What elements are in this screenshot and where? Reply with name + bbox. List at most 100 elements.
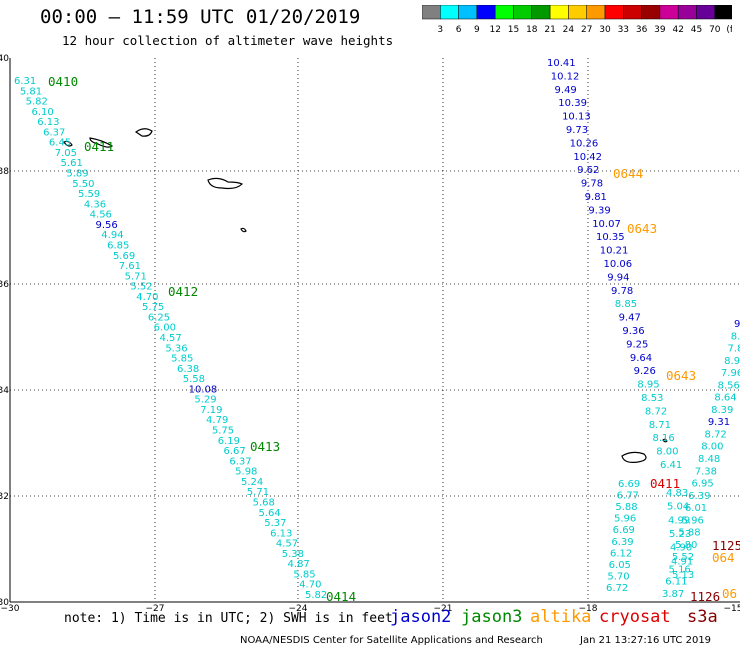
track-label-jason3_0412: 0412 — [168, 284, 198, 299]
swh-value-west: 5.89 — [66, 169, 88, 180]
color-scale-label: 9 — [474, 25, 480, 35]
swh-value-s3a: 8.72 — [705, 429, 727, 440]
track-label-jason3_0410: 0410 — [48, 74, 78, 89]
y-tick-label: 30 — [0, 598, 9, 608]
color-scale-label: 3 — [437, 25, 443, 35]
track-label-altika_0643b: 0643 — [666, 368, 696, 383]
swh-value-southeast: 6.69 — [613, 525, 635, 536]
color-scale-label: 12 — [489, 25, 500, 35]
swh-value-west: 6.13 — [37, 117, 59, 128]
swh-value-west: 4.70 — [136, 292, 158, 303]
legend-jason3: jason3 — [461, 607, 523, 627]
swh-value-southeast: 5.88 — [615, 502, 637, 513]
swh-value-east: 9.78 — [581, 179, 603, 190]
swh-value-east: 9.39 — [588, 205, 610, 216]
map-subtitle: 12 hour collection of altimeter wave hei… — [62, 33, 394, 48]
legend-altika: altika — [530, 607, 592, 627]
swh-value-east: 10.12 — [551, 71, 580, 82]
swh-value-s3a: 9.31 — [708, 417, 730, 428]
color-scale-label: 30 — [599, 25, 611, 35]
y-tick-label: 38 — [0, 167, 9, 177]
swh-value-s3a: 3.87 — [662, 589, 684, 600]
swh-value-s3a: 8.00 — [701, 442, 723, 453]
swh-value-west: 5.36 — [165, 343, 187, 354]
axis-ticks: −30 −27 −24 −21 −18 −15 40 38 36 34 32 30 — [0, 54, 740, 614]
swh-value-west: 5.69 — [113, 251, 135, 262]
swh-value-east: 9.36 — [622, 326, 644, 337]
swh-value-west: 5.71 — [125, 271, 147, 282]
swh-value-west: 7.61 — [119, 261, 141, 272]
swh-value-west: 4.57 — [160, 333, 182, 344]
swh-value-southeast: 6.69 — [618, 479, 640, 490]
swh-value-southeast: 6.77 — [617, 491, 639, 502]
map-grid — [10, 58, 740, 602]
track-label-s3a_1125: 1125 — [712, 538, 740, 553]
swh-labels: 6.315.815.826.106.136.376.457.055.615.89… — [14, 58, 740, 601]
swh-value-west: 6.13 — [270, 528, 292, 539]
swh-value-east: 9.64 — [630, 353, 652, 364]
swh-value-east: 9.94 — [607, 272, 629, 283]
swh-value-southeast: 5.70 — [607, 571, 629, 582]
swh-value-west: 5.85 — [171, 354, 193, 365]
swh-value-east: 8.85 — [615, 299, 637, 310]
swh-value-s3a: 8.39 — [711, 405, 733, 416]
swh-value-west: 6.10 — [31, 107, 53, 118]
swh-value-s3a: 8.48 — [698, 454, 720, 465]
swh-value-s3a: 6.95 — [691, 479, 713, 490]
swh-value-west: 5.52 — [130, 282, 152, 293]
legend-jason2: jason2 — [390, 607, 452, 627]
x-tick-label: −21 — [434, 604, 453, 614]
swh-value-east: 10.07 — [592, 219, 621, 230]
swh-value-s3a: 5.80 — [675, 540, 697, 551]
swh-value-east: 9.25 — [626, 339, 648, 350]
track-label-cryosat_0411: 0411 — [650, 476, 680, 491]
footer-credit: NOAA/NESDIS Center for Satellite Applica… — [240, 635, 543, 646]
swh-value-east: 10.06 — [604, 259, 633, 270]
swh-value-west: 5.81 — [20, 86, 42, 97]
swh-value-west: 5.24 — [241, 477, 263, 488]
footer-date: Jan 21 13:27:16 UTC 2019 — [580, 635, 712, 646]
swh-value-west: 6.67 — [224, 446, 246, 457]
color-scale-label: 21 — [544, 25, 555, 35]
swh-value-west: 6.38 — [177, 364, 199, 375]
swh-value-s3a: 7.96 — [721, 368, 740, 379]
swh-value-west: 6.85 — [107, 240, 129, 251]
y-tick-label: 34 — [0, 386, 9, 396]
legend-cryosat: cryosat — [599, 607, 671, 627]
x-tick-label: −15 — [724, 604, 740, 614]
swh-value-east: 10.26 — [570, 138, 599, 149]
swh-value-west: 5.82 — [26, 97, 48, 108]
track-label-altika_064x: 064 — [712, 550, 735, 565]
swh-value-east: 9.49 — [555, 85, 577, 96]
y-tick-label: 36 — [0, 280, 9, 290]
swh-value-west: 5.64 — [258, 508, 280, 519]
swh-value-west: 4.57 — [276, 539, 298, 550]
swh-value-east: 6.41 — [660, 460, 682, 471]
swh-value-s3a: 5.88 — [678, 528, 700, 539]
swh-value-west: 5.82 — [305, 590, 327, 601]
color-scale-label: 36 — [636, 25, 648, 35]
swh-value-west: 5.50 — [72, 179, 94, 190]
swh-value-east: 8.71 — [649, 420, 671, 431]
swh-value-s3a: 7.38 — [695, 466, 717, 477]
swh-value-s3a: 5.16 — [669, 564, 691, 575]
swh-value-southeast: 6.12 — [610, 548, 632, 559]
swh-value-s3a: 5.52 — [672, 552, 694, 563]
swh-value-west: 6.37 — [229, 456, 251, 467]
swh-value-s3a: 7.8 — [727, 344, 740, 355]
swh-value-east: 10.39 — [558, 98, 587, 109]
swh-value-west: 6.25 — [148, 312, 170, 323]
island-outline — [89, 137, 114, 148]
swh-value-east: 9.62 — [577, 165, 599, 176]
swh-value-cryosat: 4.90 — [670, 543, 692, 554]
color-scale-label: 33 — [618, 25, 629, 35]
swh-value-east: 8.53 — [641, 393, 663, 404]
swh-value-s3a: 6.01 — [685, 503, 707, 514]
swh-value-west: 4.36 — [84, 199, 106, 210]
map-title: 00:00 – 11:59 UTC 01/20/2019 — [40, 6, 361, 28]
swh-value-west: 5.68 — [253, 497, 275, 508]
map-frame — [9, 58, 740, 603]
track-label-jason3_0413: 0413 — [250, 439, 280, 454]
swh-value-east: 10.42 — [573, 152, 602, 163]
